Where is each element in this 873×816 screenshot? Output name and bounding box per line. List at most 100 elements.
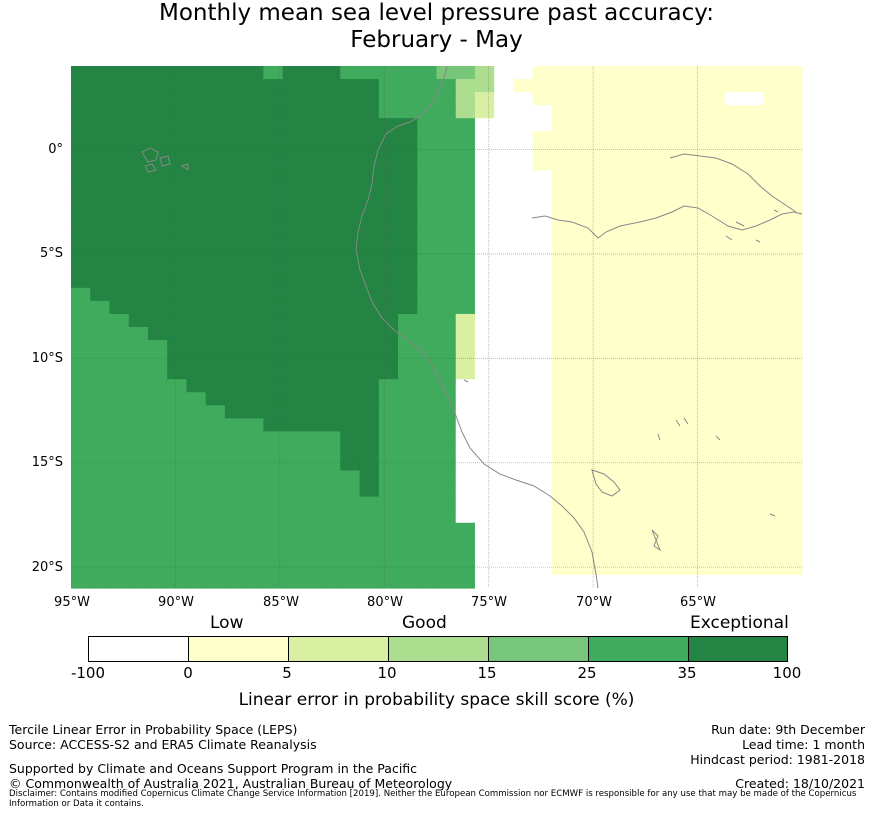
skill-cell xyxy=(186,92,207,106)
coastline xyxy=(141,65,803,589)
skill-cell xyxy=(90,235,111,250)
skill-cell xyxy=(263,261,284,276)
skill-cell xyxy=(725,496,745,511)
skill-cell xyxy=(244,535,264,550)
skill-cell xyxy=(436,222,457,237)
skill-cell xyxy=(321,405,341,419)
skill-cell xyxy=(609,366,630,380)
skill-cell xyxy=(725,222,745,237)
skill-cell xyxy=(378,340,399,354)
skill-cell xyxy=(648,457,668,472)
skill-cell xyxy=(590,274,611,289)
skill-cell xyxy=(494,457,515,472)
skill-cell xyxy=(301,327,322,341)
skill-cell xyxy=(474,79,495,93)
skill-cell xyxy=(128,300,149,315)
skill-cell xyxy=(436,183,457,198)
skill-cell xyxy=(224,170,245,185)
skill-cell xyxy=(474,444,495,459)
skill-cell xyxy=(686,522,707,537)
skill-cell xyxy=(725,431,745,446)
skill-cell xyxy=(705,196,726,211)
skill-cell xyxy=(513,457,534,472)
skill-cell xyxy=(648,535,668,550)
skill-cell xyxy=(244,522,264,537)
skill-cell xyxy=(763,327,784,341)
skill-cell xyxy=(398,392,418,406)
skill-cell xyxy=(551,66,572,80)
skill-cell xyxy=(744,574,765,589)
skill-cell xyxy=(763,444,784,459)
skill-cell xyxy=(90,418,111,432)
skill-cell xyxy=(590,261,611,276)
skill-cell xyxy=(628,248,649,263)
skill-cell xyxy=(494,196,515,211)
skill-cell xyxy=(455,470,476,485)
skill-cell xyxy=(224,157,245,171)
skill-cell xyxy=(71,392,91,406)
skill-cell xyxy=(648,170,668,185)
skill-cell xyxy=(186,157,207,171)
skill-cell xyxy=(705,431,726,446)
skill-cell xyxy=(686,222,707,237)
skill-cell xyxy=(340,418,361,432)
skill-cell xyxy=(417,483,438,498)
skill-cell xyxy=(455,170,476,185)
skill-cell xyxy=(648,561,668,576)
skill-cell xyxy=(282,209,303,224)
skill-cell xyxy=(359,574,380,589)
skill-cell xyxy=(609,196,630,211)
skill-cell xyxy=(263,561,284,576)
skill-cell xyxy=(90,535,111,550)
skill-cell xyxy=(648,379,668,393)
skill-cell xyxy=(263,131,284,145)
skill-cell xyxy=(398,431,418,446)
skill-cell xyxy=(686,444,707,459)
skill-cell xyxy=(71,183,91,198)
skill-cell xyxy=(763,118,784,132)
skill-cell xyxy=(263,209,284,224)
skill-cell xyxy=(782,300,803,315)
skill-cell xyxy=(109,327,130,341)
skill-cell xyxy=(513,483,534,498)
small-lakes xyxy=(463,209,779,552)
skill-cell xyxy=(686,366,707,380)
skill-cell xyxy=(571,470,591,485)
skill-cell xyxy=(205,92,226,106)
skill-cell xyxy=(301,470,322,485)
skill-cell xyxy=(244,418,264,432)
skill-cell xyxy=(417,248,438,263)
skill-cell xyxy=(186,418,207,432)
skill-cell xyxy=(417,157,438,171)
skill-cell xyxy=(167,418,188,432)
skill-cell xyxy=(705,66,726,80)
skill-cell xyxy=(609,79,630,93)
skill-cell xyxy=(667,300,688,315)
skill-cell xyxy=(782,248,803,263)
skill-cell xyxy=(571,561,591,576)
colorbar-tick: 0 xyxy=(183,664,193,682)
skill-cell xyxy=(628,131,649,145)
footer-copyright: © Commonwealth of Australia 2021, Austra… xyxy=(9,776,453,791)
skill-cell xyxy=(128,457,149,472)
skill-cell xyxy=(667,366,688,380)
skill-cell xyxy=(513,522,534,537)
skill-cell xyxy=(263,340,284,354)
colorbar-segment xyxy=(588,636,688,662)
skill-cell xyxy=(378,300,399,315)
skill-cell xyxy=(590,509,611,524)
skill-cell xyxy=(532,535,553,550)
skill-cell xyxy=(398,79,418,93)
skill-cell xyxy=(109,509,130,524)
skill-cell xyxy=(417,522,438,537)
skill-cell xyxy=(686,483,707,498)
skill-cell xyxy=(301,170,322,185)
skill-cell xyxy=(71,144,91,158)
skill-cell xyxy=(321,300,341,315)
skill-cell xyxy=(301,509,322,524)
skill-cell xyxy=(782,287,803,302)
skill-cell xyxy=(321,248,341,263)
skill-cell xyxy=(90,470,111,485)
skill-cell xyxy=(263,522,284,537)
skill-cell xyxy=(167,118,188,132)
